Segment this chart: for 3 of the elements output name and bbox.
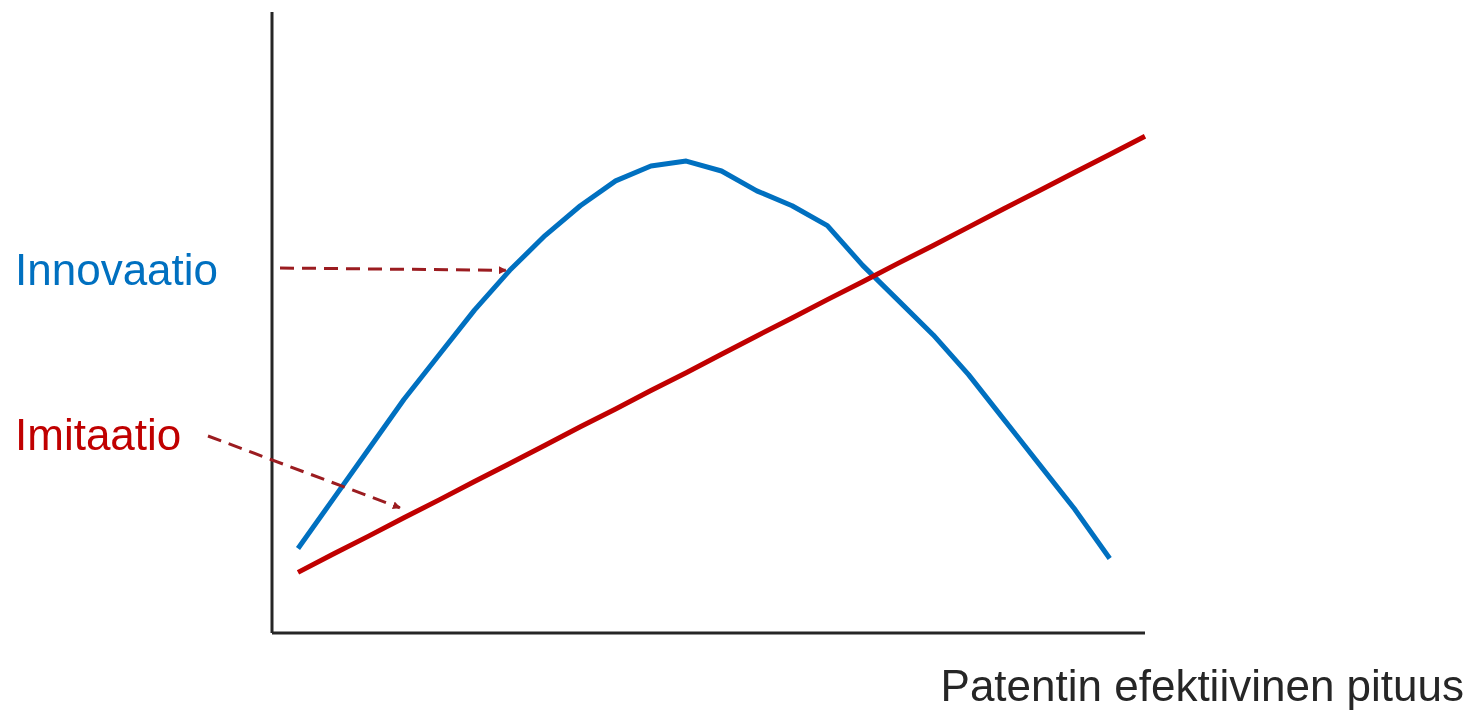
text: Innovaatio	[15, 245, 219, 294]
x-axis-title: Patentin efektiivinen pituus	[940, 661, 1464, 710]
text: Imitaatio	[15, 410, 182, 459]
